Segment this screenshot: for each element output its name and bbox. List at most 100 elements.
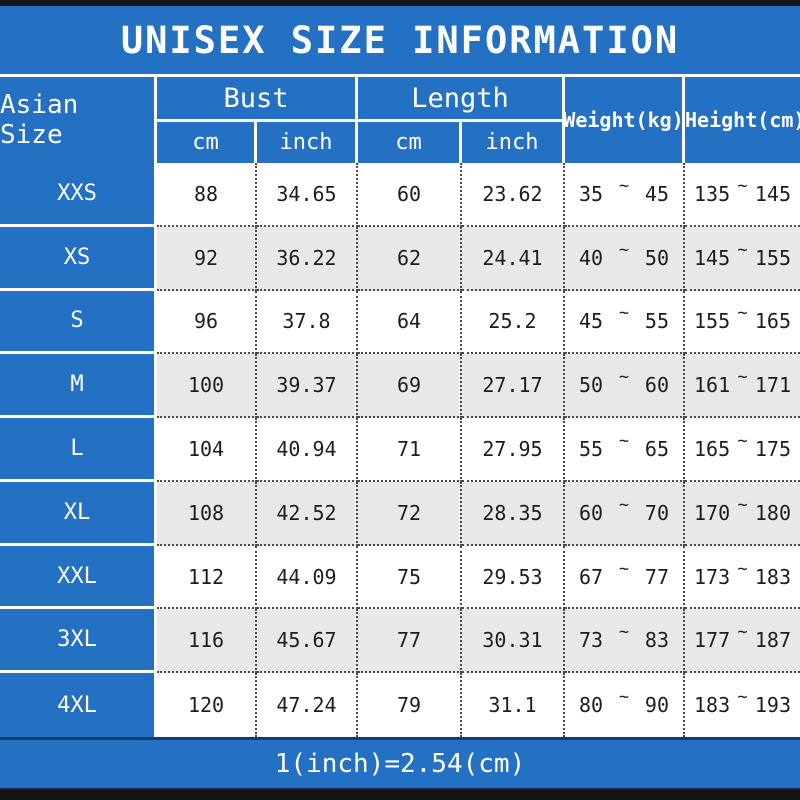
length-inch-value: 29.53 — [462, 545, 565, 610]
tilde-glyph: ~ — [737, 303, 748, 324]
height-range: 183 ~ 193 — [685, 673, 800, 738]
bust-inch-value: 36.22 — [257, 226, 358, 291]
header-asian-size: Asian Size — [0, 77, 157, 163]
header-height: Height(cm) — [685, 77, 800, 163]
size-label: XXS — [0, 163, 157, 227]
length-cm-value: 69 — [358, 354, 462, 419]
bust-inch-value: 47.24 — [257, 673, 358, 738]
top-black-bar — [0, 0, 800, 6]
height-range: 155 ~ 165 — [685, 290, 800, 355]
length-inch-value: 23.62 — [462, 163, 565, 227]
height-max: 165 — [754, 309, 791, 334]
bust-cm-value: 104 — [157, 418, 257, 482]
size-label: 3XL — [0, 609, 157, 674]
weight-max: 90 — [644, 693, 669, 718]
bust-cm-value: 120 — [157, 673, 257, 738]
table-header: Asian Size Bust Length Weight(kg) Height… — [0, 77, 800, 163]
header-bust-cm: cm — [157, 122, 257, 163]
conversion-note: 1(inch)=2.54(cm) — [274, 749, 526, 779]
weight-max: 60 — [644, 373, 669, 398]
bust-inch-value: 39.37 — [257, 354, 358, 419]
size-label: S — [0, 290, 157, 355]
height-max: 193 — [754, 693, 791, 718]
tilde-glyph: ~ — [737, 431, 748, 452]
size-label: L — [0, 418, 157, 482]
length-inch-value: 27.17 — [462, 354, 565, 419]
size-label: 4XL — [0, 673, 157, 738]
weight-min: 35 — [579, 181, 604, 206]
length-inch-value: 25.2 — [462, 290, 565, 355]
header-length-inch: inch — [462, 122, 565, 163]
bust-cm-value: 108 — [157, 481, 257, 546]
height-range: 170 ~ 180 — [685, 481, 800, 546]
size-label: M — [0, 354, 157, 419]
length-cm-value: 77 — [358, 609, 462, 674]
weight-max: 77 — [644, 564, 669, 589]
page-title: UNISEX SIZE INFORMATION — [120, 18, 680, 62]
tilde-glyph: ~ — [618, 303, 630, 324]
bust-inch-value: 42.52 — [257, 481, 358, 546]
weight-range: 67 ~ 77 — [565, 545, 685, 610]
header-length-cm: cm — [358, 122, 462, 163]
divider — [0, 74, 800, 77]
tilde-glyph: ~ — [618, 687, 630, 708]
weight-min: 60 — [579, 500, 604, 525]
height-max: 145 — [754, 181, 791, 206]
weight-range: 60 ~ 70 — [565, 481, 685, 546]
table-body: XXS 88 34.65 60 23.62 35 ~ 45 135 ~ 145 … — [0, 163, 800, 738]
weight-min: 40 — [579, 245, 604, 270]
weight-max: 45 — [644, 181, 669, 206]
table-row: XXS 88 34.65 60 23.62 35 ~ 45 135 ~ 145 — [0, 163, 800, 227]
bust-inch-value: 40.94 — [257, 418, 358, 482]
height-min: 177 — [694, 628, 731, 653]
weight-min: 73 — [579, 628, 604, 653]
bust-cm-value: 116 — [157, 609, 257, 674]
bust-inch-value: 37.8 — [257, 290, 358, 355]
length-inch-value: 24.41 — [462, 226, 565, 291]
height-max: 171 — [754, 373, 791, 398]
length-cm-value: 72 — [358, 481, 462, 546]
table-row: M 100 39.37 69 27.17 50 ~ 60 161 ~ 171 — [0, 354, 800, 419]
height-min: 170 — [694, 500, 731, 525]
height-max: 187 — [754, 628, 791, 653]
bust-cm-value: 112 — [157, 545, 257, 610]
bust-inch-value: 44.09 — [257, 545, 358, 610]
length-cm-value: 64 — [358, 290, 462, 355]
height-max: 175 — [754, 437, 791, 462]
weight-range: 80 ~ 90 — [565, 673, 685, 738]
length-inch-value: 30.31 — [462, 609, 565, 674]
tilde-glyph: ~ — [737, 558, 748, 579]
weight-min: 55 — [579, 437, 604, 462]
tilde-glyph: ~ — [618, 175, 630, 196]
weight-range: 40 ~ 50 — [565, 226, 685, 291]
height-max: 180 — [754, 500, 791, 525]
size-label: XL — [0, 481, 157, 546]
tilde-glyph: ~ — [618, 239, 630, 260]
length-cm-value: 62 — [358, 226, 462, 291]
height-min: 183 — [694, 693, 731, 718]
weight-min: 67 — [579, 564, 604, 589]
table-row: XS 92 36.22 62 24.41 40 ~ 50 145 ~ 155 — [0, 226, 800, 291]
length-inch-value: 28.35 — [462, 481, 565, 546]
height-range: 177 ~ 187 — [685, 609, 800, 674]
table-row: S 96 37.8 64 25.2 45 ~ 55 155 ~ 165 — [0, 290, 800, 355]
length-inch-value: 27.95 — [462, 418, 565, 482]
header-length: Length — [358, 77, 565, 122]
weight-range: 55 ~ 65 — [565, 418, 685, 482]
tilde-glyph: ~ — [618, 558, 630, 579]
height-min: 155 — [694, 309, 731, 334]
bust-cm-value: 92 — [157, 226, 257, 291]
bust-inch-value: 34.65 — [257, 163, 358, 227]
length-cm-value: 71 — [358, 418, 462, 482]
weight-range: 50 ~ 60 — [565, 354, 685, 419]
weight-max: 83 — [644, 628, 669, 653]
height-min: 173 — [694, 564, 731, 589]
height-min: 165 — [694, 437, 731, 462]
height-range: 173 ~ 183 — [685, 545, 800, 610]
weight-min: 50 — [579, 373, 604, 398]
weight-min: 45 — [579, 309, 604, 334]
weight-range: 45 ~ 55 — [565, 290, 685, 355]
tilde-glyph: ~ — [737, 622, 748, 643]
table-row: 3XL 116 45.67 77 30.31 73 ~ 83 177 ~ 187 — [0, 609, 800, 674]
